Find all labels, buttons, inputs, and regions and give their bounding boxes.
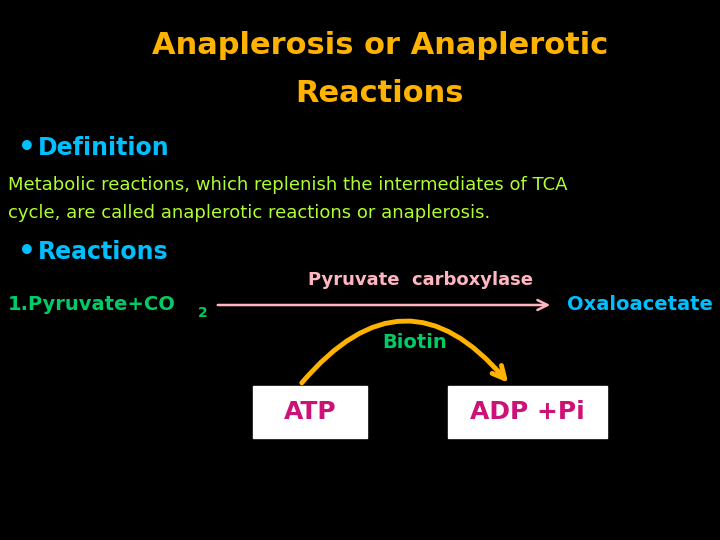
Text: Oxaloacetate: Oxaloacetate (567, 295, 713, 314)
FancyBboxPatch shape (448, 386, 607, 438)
Text: 1.Pyruvate+CO: 1.Pyruvate+CO (8, 295, 176, 314)
Text: Pyruvate  carboxylase: Pyruvate carboxylase (307, 271, 533, 289)
Text: 2: 2 (198, 306, 208, 320)
Text: Biotin: Biotin (382, 333, 447, 352)
Text: cycle, are called anaplerotic reactions or anaplerosis.: cycle, are called anaplerotic reactions … (8, 204, 490, 222)
Text: •: • (18, 134, 36, 162)
Text: ATP: ATP (284, 400, 336, 424)
Text: Definition: Definition (38, 136, 170, 160)
Text: ADP +Pi: ADP +Pi (470, 400, 585, 424)
Text: Metabolic reactions, which replenish the intermediates of TCA: Metabolic reactions, which replenish the… (8, 176, 567, 194)
Text: Anaplerosis or Anaplerotic: Anaplerosis or Anaplerotic (152, 30, 608, 59)
Text: Reactions: Reactions (38, 240, 168, 264)
FancyArrowPatch shape (217, 300, 547, 310)
FancyBboxPatch shape (253, 386, 367, 438)
Text: Reactions: Reactions (296, 78, 464, 107)
Text: •: • (18, 238, 36, 266)
FancyArrowPatch shape (302, 321, 505, 383)
